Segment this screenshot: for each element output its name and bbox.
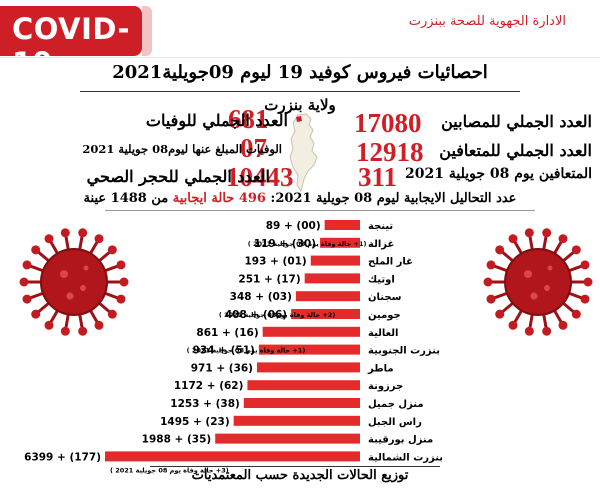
- category-label-9: جرزونة: [368, 381, 403, 392]
- category-label-4: سجنان: [368, 292, 402, 303]
- value-label-11: 1495 + (23): [160, 416, 230, 428]
- positive-tests-summary: عدد التحاليل الايجابية ليوم 08 جويلية 20…: [0, 191, 600, 206]
- bar-3: [304, 273, 360, 284]
- bar-7: [258, 344, 360, 355]
- category-label-1: غزالة: [368, 239, 394, 250]
- category-label-7: بنزرت الجنوبية: [368, 346, 440, 357]
- death-note-7: (1+ حالة وفاة يوم 08 جويلية 2021 ): [187, 347, 306, 355]
- value-label-10: 1253 + (38): [170, 398, 240, 410]
- badge-stripe: [142, 6, 152, 56]
- value-label-9: 1172 + (62): [174, 380, 244, 392]
- bar-10: [243, 398, 360, 408]
- value-label-1: 119 + (30): [254, 238, 316, 250]
- value-label-13: 6399 + (177): [24, 451, 101, 463]
- summary-prefix: عدد التحاليل الايجابية ليوم 08 جويلية 20…: [270, 191, 517, 206]
- summary-underline: [105, 210, 535, 211]
- bar-6: [262, 326, 360, 337]
- value-label-0: 89 + (00): [266, 220, 321, 232]
- bar-8: [257, 362, 360, 373]
- category-label-0: تينجة: [368, 221, 393, 232]
- total-deaths-value: 681: [228, 104, 269, 134]
- bar-1: [320, 237, 360, 248]
- main-title: احصائيات فيروس كوفيد 19 ليوم 09جويلية202…: [112, 62, 488, 83]
- bar-4: [295, 291, 360, 302]
- virus-illustration-left: [19, 228, 129, 336]
- governorate-label: ولاية بنزرت: [264, 96, 336, 114]
- footer-divider: [150, 466, 440, 467]
- deaths-reported-value: 07: [240, 133, 267, 163]
- home-isolation-value: 10443: [226, 162, 294, 192]
- header-divider: [0, 57, 600, 58]
- home-isolation-label: العدد الجملي للحجر الصحي: [86, 167, 270, 186]
- category-label-13: بنزرت الشمالية: [368, 452, 443, 463]
- covid-badge: COVID-19: [0, 6, 142, 80]
- bar-5: [291, 309, 360, 319]
- bar-9: [247, 380, 360, 391]
- value-label-8: 971 + (36): [191, 362, 253, 374]
- bar-12: [215, 433, 360, 444]
- value-label-5: 408 + (06): [225, 309, 287, 321]
- value-label-12: 1988 + (35): [142, 434, 212, 446]
- category-label-3: اوتيك: [368, 274, 395, 285]
- category-label-11: راس الجبل: [368, 417, 422, 428]
- value-label-4: 348 + (03): [230, 291, 292, 303]
- value-label-3: 251 + (17): [238, 273, 300, 285]
- value-label-2: 193 + (01): [245, 256, 307, 268]
- virus-illustration-right: [483, 228, 593, 336]
- badge-text: COVID-19: [12, 12, 131, 80]
- recovered-today-label: المتعافين يوم 08 جويلية 2021: [405, 166, 592, 182]
- summary-highlight: 496 حالة ايجابية: [172, 191, 266, 206]
- category-label-8: ماطر: [367, 363, 394, 374]
- organization-name: الادارة الجهوية للصحة ببنزرت: [408, 14, 566, 29]
- title-underline: [80, 91, 520, 92]
- category-label-6: العالية: [368, 328, 398, 339]
- total-cases-label: العدد الجملي للمصابين: [441, 112, 592, 131]
- deaths-reported-label: الوفيات المبلغ عنها ليوم08 جويلية 2021: [82, 142, 282, 156]
- death-note-13: (3+ حالة وفاة يوم 08 جويلية 2021 ): [110, 466, 229, 474]
- death-note-5: (2+ حالة وفاة يوم08 جويلية 2021 ): [219, 311, 336, 319]
- total-recovered-label: العدد الجملي للمتعافين: [439, 141, 592, 160]
- summary-suffix: من 1488 عينة: [83, 191, 169, 206]
- value-label-7: 934 + (51): [193, 345, 255, 357]
- recovered-today-value: 311: [358, 162, 398, 192]
- bar-13: [105, 451, 360, 462]
- category-label-12: منزل بورقيبة: [368, 435, 433, 446]
- value-label-6: 861 + (16): [196, 327, 258, 339]
- category-label-10: منزل جميل: [368, 399, 424, 410]
- bar-11: [233, 415, 360, 426]
- category-label-5: جومين: [368, 310, 401, 321]
- total-recovered-value: 12918: [356, 137, 424, 167]
- total-deaths-label: العدد الجملي للوفيات: [145, 111, 288, 130]
- bar-0: [324, 220, 360, 230]
- tunisia-map-icon: [289, 113, 318, 193]
- death-note-1: (1+ حالة وفاة يوم 08 جويلية 2021 ): [248, 240, 367, 248]
- category-label-2: غار الملح: [368, 257, 413, 268]
- chart-footer-title: توزيع الحالات الجديدة حسب المعتمديات: [191, 468, 409, 483]
- bar-2: [310, 255, 360, 266]
- total-cases-value: 17080: [354, 108, 422, 138]
